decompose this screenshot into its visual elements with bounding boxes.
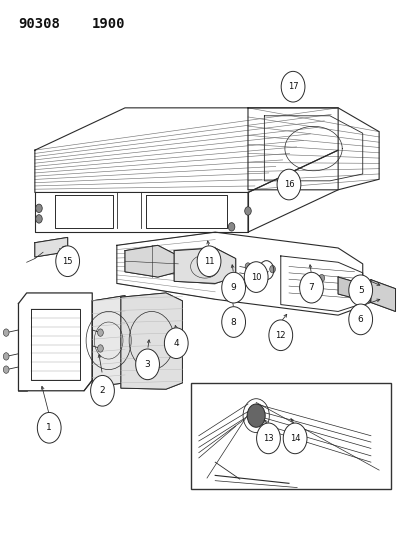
Circle shape [276, 169, 300, 200]
Text: 15: 15 [62, 257, 73, 266]
Bar [190, 383, 390, 489]
Circle shape [37, 413, 61, 443]
Circle shape [318, 274, 324, 282]
Circle shape [244, 262, 268, 293]
Text: 1900: 1900 [92, 17, 126, 31]
Circle shape [3, 329, 9, 336]
Circle shape [221, 272, 245, 303]
Text: 7: 7 [308, 283, 313, 292]
Circle shape [228, 223, 234, 231]
Circle shape [282, 423, 306, 454]
Circle shape [256, 423, 280, 454]
Polygon shape [370, 280, 394, 311]
Circle shape [164, 328, 188, 359]
Circle shape [135, 349, 159, 379]
Circle shape [3, 366, 9, 373]
Circle shape [299, 272, 323, 303]
Circle shape [197, 246, 221, 277]
Circle shape [3, 353, 9, 360]
Circle shape [90, 375, 114, 406]
Text: 12: 12 [275, 331, 285, 340]
Text: 90308: 90308 [19, 17, 60, 31]
Text: 6: 6 [357, 315, 363, 324]
Text: 5: 5 [357, 286, 363, 295]
Circle shape [97, 345, 103, 352]
Text: 17: 17 [287, 82, 298, 91]
Polygon shape [337, 277, 370, 302]
Circle shape [247, 404, 265, 427]
Circle shape [244, 207, 251, 215]
Polygon shape [92, 296, 125, 387]
Text: 2: 2 [100, 386, 105, 395]
Circle shape [56, 246, 79, 277]
Text: 9: 9 [230, 283, 236, 292]
Polygon shape [121, 293, 182, 389]
Polygon shape [35, 237, 67, 257]
Text: 16: 16 [283, 180, 294, 189]
Circle shape [221, 306, 245, 337]
Text: 14: 14 [289, 434, 300, 443]
Circle shape [348, 304, 372, 335]
Circle shape [36, 204, 42, 213]
Circle shape [269, 265, 275, 273]
Circle shape [244, 263, 250, 270]
Text: 8: 8 [230, 318, 236, 327]
Text: 4: 4 [173, 338, 179, 348]
Circle shape [348, 275, 372, 305]
Text: 11: 11 [203, 257, 214, 266]
Circle shape [36, 215, 42, 223]
Text: 1: 1 [46, 423, 52, 432]
Text: 10: 10 [250, 272, 261, 281]
Text: 13: 13 [263, 434, 273, 443]
Polygon shape [174, 248, 235, 284]
Circle shape [97, 329, 103, 336]
Text: 3: 3 [145, 360, 150, 369]
Circle shape [280, 71, 304, 102]
Circle shape [268, 320, 292, 351]
Polygon shape [125, 245, 178, 277]
